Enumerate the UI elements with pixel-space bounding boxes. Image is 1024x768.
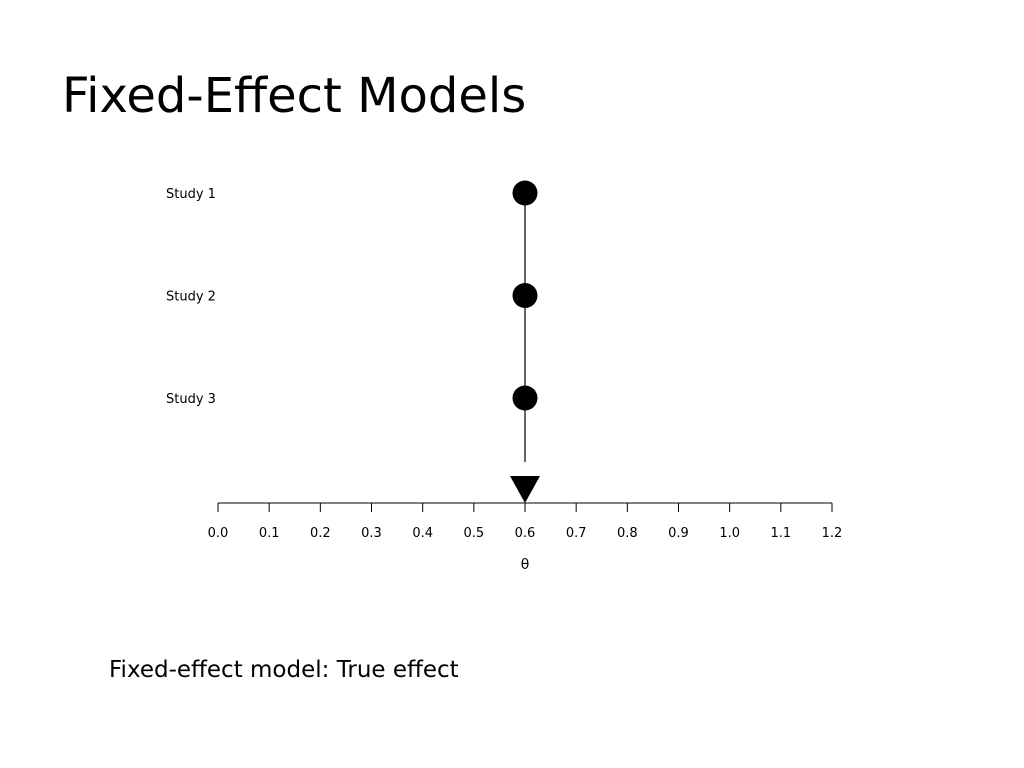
- x-axis: [217, 502, 833, 512]
- x-tick-label: 0.4: [412, 526, 433, 541]
- x-tick-label: 1.0: [719, 526, 740, 541]
- study-label: Study 3: [166, 392, 216, 407]
- x-tick-label: 1.2: [822, 526, 843, 541]
- x-tick-label: 0.5: [463, 526, 484, 541]
- x-tick-labels: 0.0 0.1 0.2 0.3 0.4 0.5 0.6 0.7 0.8 0.9 1.0 1.1 1.2: [208, 526, 843, 541]
- study-label: Study 1: [166, 187, 216, 202]
- x-axis-label: θ: [521, 557, 530, 573]
- x-tick-label: 0.2: [310, 526, 331, 541]
- x-tick-label: 0.8: [617, 526, 638, 541]
- x-tick-label: 0.1: [259, 526, 280, 541]
- true-effect-marker-group: [510, 476, 540, 503]
- x-tick-label: 0.7: [566, 526, 587, 541]
- x-tick-label: 0.9: [668, 526, 689, 541]
- study-point: [512, 180, 538, 206]
- x-tick-label: 1.1: [770, 526, 791, 541]
- x-tick-label: 0.0: [208, 526, 229, 541]
- x-tick-label: 0.3: [361, 526, 382, 541]
- slide-title: Fixed-Effect Models: [62, 68, 527, 124]
- study-markers: Study 1 Study 2 Study 3: [166, 180, 538, 411]
- study-point: [512, 283, 538, 308]
- x-tick-label: 0.6: [515, 526, 536, 541]
- true-effect-marker: [510, 476, 540, 503]
- study-label: Study 2: [166, 290, 216, 305]
- study-point: [512, 385, 538, 411]
- slide-caption: Fixed-effect model: True effect: [109, 657, 459, 683]
